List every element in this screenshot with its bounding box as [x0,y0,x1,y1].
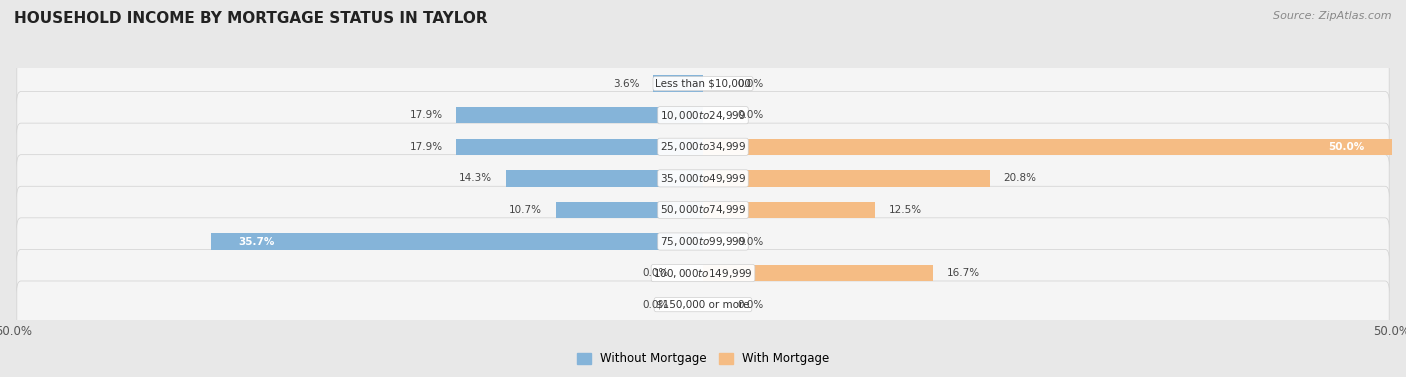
FancyBboxPatch shape [17,123,1389,170]
Bar [211,233,703,250]
Text: 16.7%: 16.7% [946,268,980,278]
Text: 10.7%: 10.7% [509,205,541,215]
Text: $75,000 to $99,999: $75,000 to $99,999 [659,235,747,248]
Text: $50,000 to $74,999: $50,000 to $74,999 [659,204,747,216]
FancyBboxPatch shape [17,281,1389,328]
Text: 0.0%: 0.0% [738,300,763,310]
Text: 3.6%: 3.6% [613,79,640,89]
FancyBboxPatch shape [17,92,1389,139]
FancyBboxPatch shape [17,186,1389,234]
FancyBboxPatch shape [17,250,1389,297]
Bar [703,265,934,281]
Text: 0.0%: 0.0% [643,268,669,278]
Text: Source: ZipAtlas.com: Source: ZipAtlas.com [1274,11,1392,21]
Text: Less than $10,000: Less than $10,000 [655,79,751,89]
FancyBboxPatch shape [17,60,1389,107]
Text: 12.5%: 12.5% [889,205,922,215]
Text: HOUSEHOLD INCOME BY MORTGAGE STATUS IN TAYLOR: HOUSEHOLD INCOME BY MORTGAGE STATUS IN T… [14,11,488,26]
Text: 17.9%: 17.9% [409,110,443,120]
Text: 35.7%: 35.7% [239,236,276,247]
Text: 0.0%: 0.0% [643,300,669,310]
FancyBboxPatch shape [17,155,1389,202]
FancyBboxPatch shape [17,218,1389,265]
Text: 0.0%: 0.0% [738,79,763,89]
Text: $100,000 to $149,999: $100,000 to $149,999 [654,267,752,280]
Bar [457,139,703,155]
Text: 50.0%: 50.0% [1329,142,1364,152]
Bar [506,170,703,187]
Text: 20.8%: 20.8% [1004,173,1036,183]
Bar [703,202,875,218]
Text: $35,000 to $49,999: $35,000 to $49,999 [659,172,747,185]
Text: 14.3%: 14.3% [460,173,492,183]
Bar [703,170,990,187]
Bar [654,75,703,92]
Legend: Without Mortgage, With Mortgage: Without Mortgage, With Mortgage [572,348,834,370]
Bar [703,139,1392,155]
Text: 17.9%: 17.9% [409,142,443,152]
Text: $25,000 to $34,999: $25,000 to $34,999 [659,140,747,153]
Text: $10,000 to $24,999: $10,000 to $24,999 [659,109,747,122]
Text: 0.0%: 0.0% [738,236,763,247]
Text: 0.0%: 0.0% [738,110,763,120]
Bar [457,107,703,123]
Bar [555,202,703,218]
Text: $150,000 or more: $150,000 or more [657,300,749,310]
